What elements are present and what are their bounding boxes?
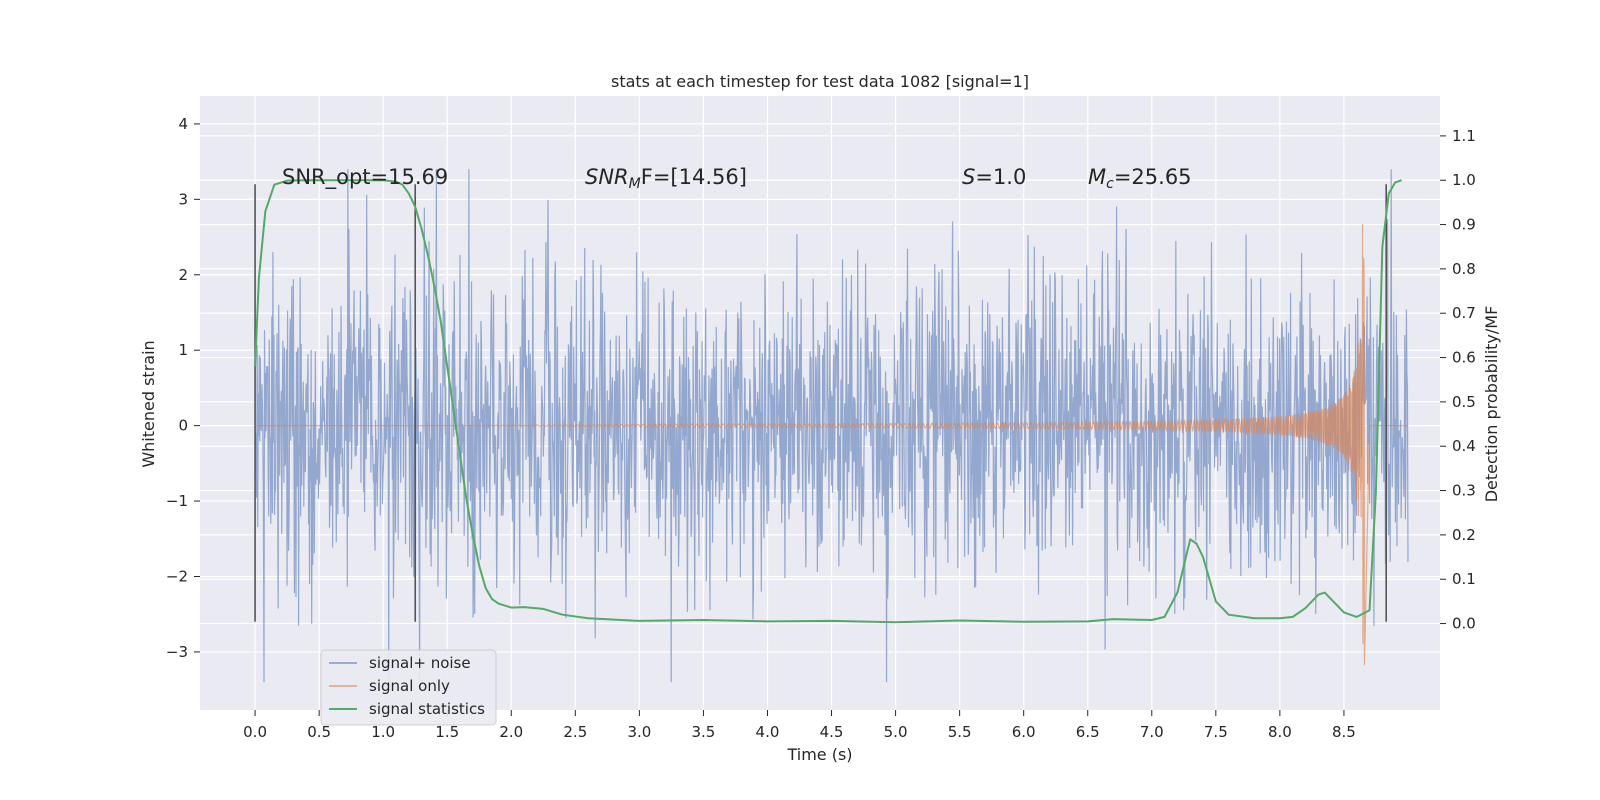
vertical-markers: [254, 184, 1387, 622]
noise-trace: [254, 169, 1409, 683]
y-tick-label: −2: [166, 567, 188, 585]
y-tick-label: −1: [166, 492, 188, 510]
legend-label-signal: signal only: [369, 677, 450, 695]
y2-tick-label: 0.3: [1452, 482, 1476, 500]
annotation-mc-symbol: M: [1088, 165, 1106, 189]
x-tick-label: 0.0: [243, 723, 267, 741]
annotation-snr-mf-main: SNR: [585, 165, 629, 189]
x-tick-label: 2.0: [499, 723, 523, 741]
x-tick-label: 2.5: [563, 723, 587, 741]
x-tick-label: 5.5: [948, 723, 972, 741]
annotation-s: S=1.0: [962, 165, 1026, 189]
y-tick-label: 1: [178, 341, 188, 359]
y-axis-ticks: −3 −2 −1 0 1 2 3 4: [166, 115, 200, 661]
x-tick-label: 8.0: [1268, 723, 1292, 741]
x-tick-label: 6.5: [1076, 723, 1100, 741]
annotation-mc-value: =25.65: [1114, 165, 1192, 189]
y2-tick-label: 0.9: [1452, 216, 1476, 234]
y2-tick-label: 0.7: [1452, 304, 1476, 322]
y2-tick-label: 0.8: [1452, 260, 1476, 278]
x-tick-label: 3.0: [627, 723, 651, 741]
y2-tick-label: 0.1: [1452, 570, 1476, 588]
annotation-s-value: =1.0: [975, 165, 1026, 189]
x-tick-label: 8.5: [1332, 723, 1356, 741]
y2-axis-label: Detection probability/MF: [1482, 306, 1501, 503]
x-tick-label: 6.0: [1012, 723, 1036, 741]
y2-tick-label: 0.6: [1452, 349, 1476, 367]
chart-title: stats at each timestep for test data 108…: [611, 72, 1029, 91]
annotation-snr-opt: SNR_opt=15.69: [282, 165, 448, 190]
x-tick-label: 1.0: [371, 723, 395, 741]
annotation-mc-sub: c: [1106, 176, 1114, 192]
y2-tick-label: 1.1: [1452, 127, 1476, 145]
statistics-trace: [254, 179, 1402, 624]
legend-box: [320, 649, 497, 726]
x-tick-label: 4.0: [756, 723, 780, 741]
series-signal-only: [255, 223, 1408, 666]
series-signal-statistics: [254, 179, 1402, 624]
x-tick-label: 1.5: [435, 723, 459, 741]
y-tick-label: 0: [178, 417, 188, 435]
y2-tick-label: 0.2: [1452, 526, 1476, 544]
y-tick-label: 2: [178, 266, 188, 284]
x-tick-label: 5.0: [884, 723, 908, 741]
x-axis-label: Time (s): [786, 745, 852, 764]
signal-trace: [255, 223, 1408, 666]
annotation-snr-mf-value: F=[14.56]: [641, 165, 747, 189]
annotation-mc: Mc=25.65: [1088, 165, 1192, 192]
x-axis-ticks: 0.0 0.5 1.0 1.5 2.0 2.5 3.0 3.5 4.0 4.5 5.0 5.5 6.0 6…: [243, 710, 1356, 741]
y2-tick-label: 0.4: [1452, 437, 1476, 455]
y-axis-label: Whitened strain: [139, 340, 158, 467]
x-tick-label: 3.5: [692, 723, 716, 741]
annotation-snr-mf-sub: M: [629, 176, 641, 192]
y2-tick-label: 0.5: [1452, 393, 1476, 411]
y-tick-label: 4: [178, 115, 188, 133]
x-tick-label: 4.5: [820, 723, 844, 741]
x-tick-label: 7.5: [1204, 723, 1228, 741]
x-tick-label: 0.5: [307, 723, 331, 741]
x-tick-label: 7.0: [1140, 723, 1164, 741]
y-tick-label: 3: [178, 190, 188, 208]
legend: signal+ noise signal only signal statist…: [320, 649, 497, 726]
y2-tick-label: 0.0: [1452, 615, 1476, 633]
series-signal-noise: [254, 169, 1409, 683]
y2-axis-ticks: 0.0 0.1 0.2 0.3 0.4 0.5 0.6 0.7 0.8 0.9 1.0 1.1: [1440, 127, 1476, 633]
legend-label-statistics: signal statistics: [369, 700, 485, 718]
legend-label-noise: signal+ noise: [369, 654, 471, 672]
y-tick-label: −3: [166, 643, 188, 661]
annotation-s-symbol: S: [962, 165, 975, 189]
annotation-snr-mf: SNRMF=[14.56]: [585, 165, 747, 192]
y2-tick-label: 1.0: [1452, 171, 1476, 189]
